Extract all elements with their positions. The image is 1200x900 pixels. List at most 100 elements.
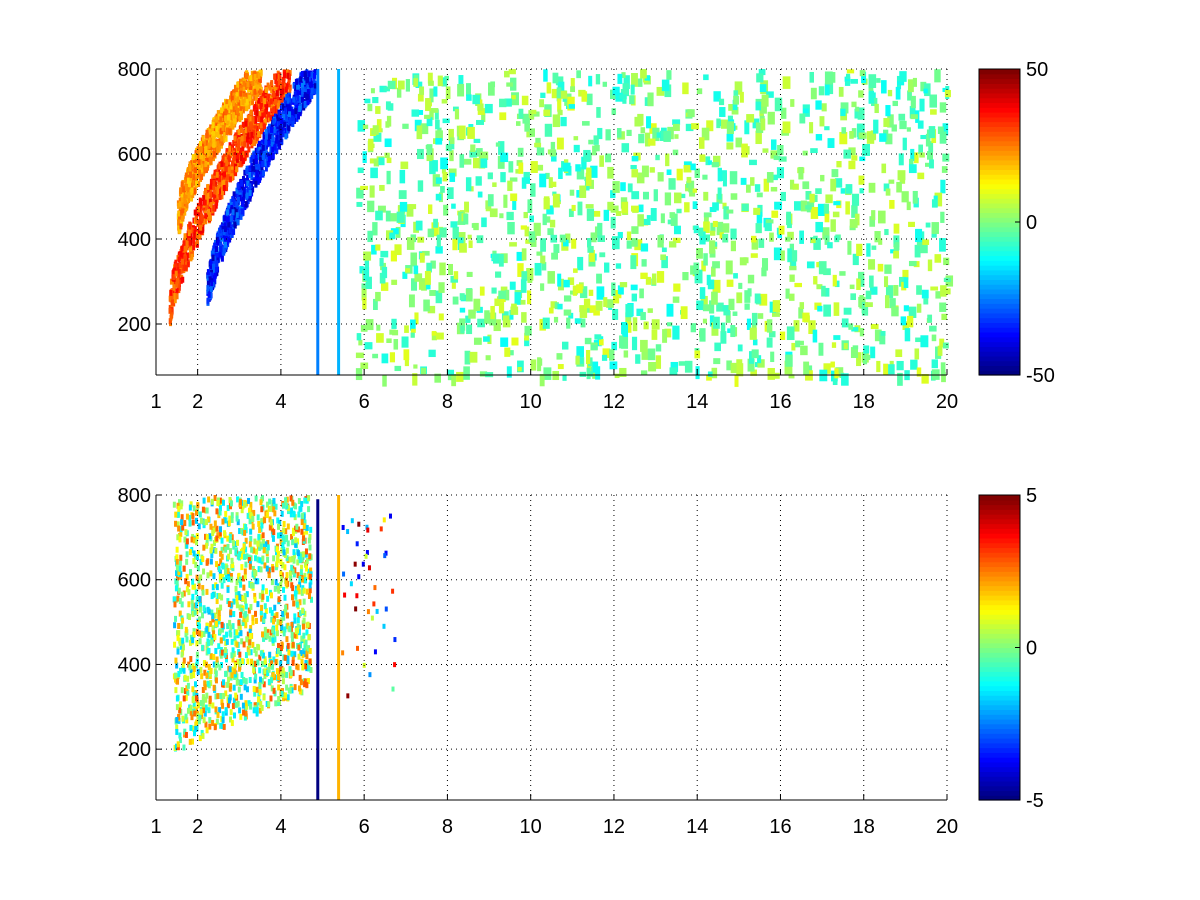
heat-cell: [304, 551, 308, 558]
heat-cell: [526, 128, 531, 138]
heat-cell: [465, 288, 473, 302]
heat-cell: [390, 250, 397, 262]
heat-cell: [251, 619, 255, 626]
heat-cell: [234, 103, 238, 110]
heat-cell: [792, 183, 799, 190]
colorbar-swatch: [979, 92, 1020, 99]
heat-cell: [355, 352, 364, 359]
heat-cell: [922, 239, 930, 245]
heat-cell: [266, 152, 270, 159]
heat-cell: [231, 565, 235, 572]
heat-cell: [761, 94, 769, 107]
heat-cell: [770, 150, 778, 159]
heat-cell: [197, 158, 201, 165]
heat-cell: [195, 719, 199, 726]
heat-cell: [734, 81, 743, 95]
heat-cell: [893, 284, 899, 296]
heat-cell: [761, 267, 767, 277]
heat-cell: [223, 222, 227, 229]
heat-cell: [639, 288, 644, 299]
heat-cell: [224, 174, 228, 181]
heat-cell: [942, 123, 949, 136]
heat-cell: [651, 329, 658, 340]
heat-cell: [506, 211, 514, 221]
heat-cell: [237, 572, 241, 579]
heat-cell: [193, 609, 197, 616]
heat-cell: [281, 80, 285, 87]
heat-cell: [605, 153, 612, 163]
colorbar-swatch: [979, 198, 1020, 204]
heat-cell: [223, 171, 227, 178]
heat-cell: [726, 133, 734, 142]
heat-cell: [274, 503, 278, 510]
heat-cell: [254, 158, 258, 165]
heat-cell: [246, 81, 250, 88]
heat-cell: [238, 576, 242, 583]
heat-cell: [672, 149, 679, 156]
heat-cell: [302, 78, 306, 85]
heat-cell: [177, 499, 181, 506]
heat-cell: [295, 78, 299, 85]
heat-cell: [276, 115, 280, 122]
heat-cell: [557, 98, 562, 112]
heat-cell: [177, 622, 181, 629]
heat-cell: [292, 552, 296, 559]
heat-cell: [712, 202, 719, 211]
heat-cell: [250, 186, 254, 193]
heat-cell: [749, 159, 757, 166]
heat-cell: [220, 107, 224, 114]
heat-cell: [276, 550, 280, 557]
heat-cell: [309, 666, 313, 673]
heat-cell: [649, 167, 655, 173]
heat-cell: [619, 335, 624, 349]
heat-cell: [203, 199, 207, 206]
heat-cell: [247, 146, 251, 153]
heat-cell: [588, 357, 593, 367]
heat-cell: [219, 558, 223, 565]
heat-cell: [299, 642, 303, 649]
heat-cell: [426, 262, 432, 273]
heat-cell: [180, 219, 184, 226]
heat-cell: [669, 367, 678, 376]
heat-cell: [184, 172, 188, 179]
heat-cell: [219, 116, 223, 123]
heat-cell: [818, 261, 827, 275]
heat-cell: [755, 101, 762, 111]
heat-cell: [591, 361, 599, 373]
heat-cell: [211, 616, 215, 623]
x-tick-label: 8: [442, 391, 453, 413]
heat-cell: [506, 82, 513, 87]
heat-cell: [899, 120, 907, 130]
heat-cell: [927, 314, 933, 323]
heat-cell: [281, 83, 285, 90]
heat-cell: [232, 105, 236, 112]
heat-cell: [852, 345, 859, 350]
heat-cell: [709, 250, 716, 258]
heat-cell: [251, 641, 255, 648]
heat-cell: [789, 265, 797, 271]
heat-cell: [252, 152, 256, 159]
heat-cell: [874, 329, 882, 342]
heat-cell: [870, 286, 878, 295]
heat-cell: [192, 690, 196, 697]
heat-cell: [189, 705, 193, 712]
heat-cell: [299, 551, 303, 558]
heat-cell: [277, 84, 281, 91]
heat-cell: [865, 290, 872, 300]
heat-cell: [612, 181, 620, 193]
heat-cell: [303, 85, 307, 92]
heat-cell: [561, 341, 569, 350]
colorbar-swatch: [979, 293, 1020, 300]
heat-cell: [267, 93, 271, 100]
heat-cell: [258, 707, 262, 714]
heat-cell: [473, 138, 481, 143]
heat-cell: [243, 140, 247, 147]
heat-cell: [789, 274, 795, 282]
heat-cell: [215, 251, 219, 258]
heat-cell: [815, 134, 823, 141]
heat-cell: [726, 209, 734, 214]
heat-cell: [235, 107, 239, 114]
heat-cell: [552, 72, 559, 84]
heat-cell: [508, 161, 514, 173]
